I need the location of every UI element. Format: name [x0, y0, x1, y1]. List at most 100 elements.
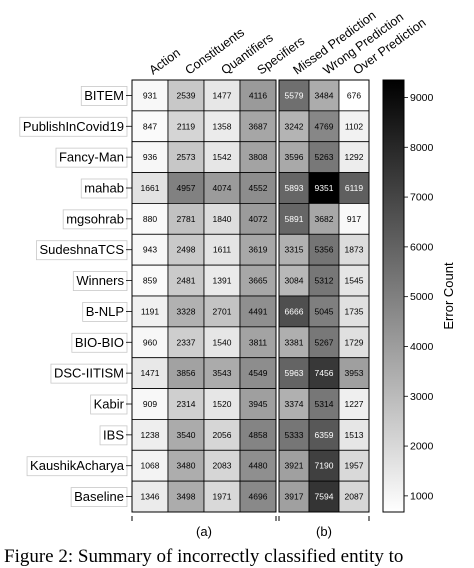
row-label: BITEM [84, 88, 124, 103]
cell-value-label: 5333 [285, 430, 304, 440]
heatmap-cell [239, 264, 277, 297]
cell-value-label: 1873 [345, 245, 364, 255]
colorbar-tick-label: 9000 [410, 92, 434, 104]
heatmap-cell [278, 110, 310, 143]
cell-value-label: 1611 [213, 245, 232, 255]
heatmap-cell [239, 141, 277, 173]
cell-value-label: 676 [347, 90, 361, 100]
row-label: Fancy-Man [59, 150, 124, 165]
cell-value-label: 3480 [177, 461, 196, 471]
row-label-box [50, 363, 128, 384]
cell-value-label: 1292 [345, 152, 364, 162]
cell-value-label: 5314 [315, 399, 334, 409]
heatmap-cell [278, 326, 310, 359]
heatmap-cell [203, 233, 241, 266]
cell-value-label: 847 [143, 121, 157, 131]
heatmap-cell [239, 110, 277, 143]
cell-value-label: 1346 [141, 492, 160, 502]
row-label: BIO-BIO [75, 335, 124, 350]
row-label-box [62, 209, 128, 230]
cell-value-label: 2781 [177, 214, 196, 224]
heatmap-cell [338, 449, 370, 482]
cell-value-label: 960 [143, 337, 157, 347]
cell-value-label: 4696 [249, 492, 268, 502]
cell-value-label: 5267 [315, 337, 334, 347]
heatmap-cell [278, 233, 310, 266]
cell-value-label: 7456 [315, 368, 334, 378]
row-label: Kabir [94, 397, 125, 412]
row-label-box [80, 86, 128, 106]
cell-value-label: 4552 [249, 183, 268, 193]
row-label: Baseline [74, 489, 124, 504]
row-labels: BITEM PublishInCovid19 Fancy-Man mahab mgsoh… [19, 86, 132, 507]
cell-value-label: 2573 [177, 152, 196, 162]
heatmap-cell [278, 172, 310, 204]
heatmap-cell [203, 110, 241, 143]
cell-value-label: 931 [143, 90, 157, 100]
cell-value-label: 1520 [213, 399, 232, 409]
heatmap-cell [308, 172, 340, 204]
heatmap-cell [167, 480, 205, 513]
heatmap-cell [278, 419, 310, 451]
cell-value-label: 3917 [285, 492, 304, 502]
cell-value-label: 1513 [345, 430, 364, 440]
heatmap-cell [239, 203, 277, 235]
cell-value-label: 943 [143, 245, 157, 255]
cell-value-label: 1227 [345, 399, 364, 409]
cell-value-label: 1238 [141, 430, 160, 440]
heatmap-cell [131, 264, 169, 297]
row-label-box [19, 116, 128, 137]
cell-value-label: 3945 [249, 399, 268, 409]
cell-value-label: 2087 [345, 492, 364, 502]
cell-value-label: 7190 [315, 461, 334, 471]
colorbar: 1000 2000 3000 4000 5000 6000 7000 8000 9000 Erro… [382, 79, 456, 513]
row-label: Winners [76, 273, 124, 288]
cell-value-label: 4074 [213, 183, 232, 193]
cell-value-label: 1545 [345, 276, 364, 286]
row-label: PublishInCovid19 [23, 119, 124, 134]
cell-value-label: 2337 [177, 337, 196, 347]
cell-value-label: 3856 [177, 368, 196, 378]
cell-value-label: 9351 [315, 183, 334, 193]
cell-value-label: 3596 [285, 152, 304, 162]
cell-value-label: 5356 [315, 245, 334, 255]
heatmap-cell [308, 79, 340, 112]
heatmap-cell [203, 357, 241, 389]
heatmap-cell [203, 419, 241, 451]
colorbar-tick-label: 7000 [410, 192, 434, 204]
cell-value-label: 1971 [213, 492, 232, 502]
cell-value-label: 6119 [345, 183, 364, 193]
colorbar-label: Error Count [441, 262, 456, 330]
row-label-box [36, 240, 128, 261]
cell-value-label: 4858 [249, 430, 268, 440]
heatmap-cell [167, 141, 205, 173]
cell-value-label: 1729 [345, 337, 364, 347]
heatmap-cell [308, 357, 340, 389]
heatmap-cell [131, 357, 169, 389]
cell-value-label: 3540 [177, 430, 196, 440]
cell-value-label: 5045 [315, 306, 334, 316]
cell-value-label: 3328 [177, 306, 196, 316]
cell-value-label: 2119 [177, 121, 196, 131]
cell-value-label: 4549 [249, 368, 268, 378]
row-label: KaushikAcharya [30, 458, 125, 473]
cell-value-label: 909 [143, 399, 157, 409]
cell-value-label: 1477 [213, 90, 232, 100]
cell-value-label: 3374 [285, 399, 304, 409]
colorbar-tick-label: 4000 [410, 341, 434, 353]
row-label-box [90, 394, 128, 415]
cell-value-label: 1957 [345, 461, 364, 471]
figure-caption: Figure 2: Summary of incorrectly classif… [4, 546, 404, 567]
cell-value-label: 7594 [315, 492, 334, 502]
panel-label: (a) [196, 524, 212, 539]
cell-value-label: 5891 [285, 214, 304, 224]
cell-value-label: 1840 [213, 214, 232, 224]
heatmap-cell [239, 295, 277, 328]
heatmap-cell [338, 357, 370, 389]
row-label-box [70, 487, 128, 507]
cell-value-label: 4957 [177, 183, 196, 193]
heatmap-cell [203, 264, 241, 297]
cell-value-label: 2056 [213, 430, 232, 440]
panel-border [131, 79, 277, 513]
panel-border [278, 79, 370, 513]
